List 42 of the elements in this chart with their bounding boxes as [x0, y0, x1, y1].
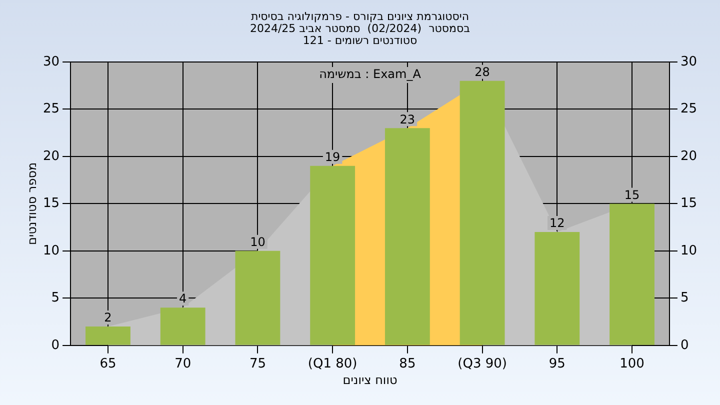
y-tick-label: 20	[42, 148, 60, 164]
x-tick-label: 65	[100, 356, 116, 372]
data-label: 23	[400, 112, 416, 126]
bar	[610, 204, 654, 345]
chart-title: היסטוגרמת ציונים בקורס - פרמקולוגיה בסיסית בסמסטר (02/2024) סמסטר אביב 2024/25 סטודנטים רשומים - 121	[250, 10, 470, 47]
y-tick-label: 10	[42, 243, 60, 258]
y2-tick-label: 20	[680, 148, 698, 164]
data-label: 4	[179, 292, 187, 306]
bar	[235, 250, 280, 345]
y2-tick-label: 15	[680, 196, 698, 212]
bar	[534, 232, 580, 345]
y2-tick-label: 5	[680, 290, 689, 306]
y-tick-label: 15	[42, 196, 60, 212]
bar	[160, 308, 206, 345]
data-label: 10	[250, 235, 266, 250]
data-label: 12	[550, 216, 565, 230]
bar	[86, 326, 130, 345]
x-tick-label: (Q1 80)	[308, 356, 358, 372]
y-tick-label: 5	[51, 290, 60, 306]
data-label: 2	[104, 310, 112, 325]
x-tick-label: 85	[399, 356, 416, 372]
y-axis-title: מספר סטודנטים	[25, 162, 40, 246]
y-tick-label: 30	[42, 54, 60, 70]
data-label: 28	[474, 65, 490, 80]
y-tick-label: 0	[51, 338, 60, 353]
x-tick-label: (Q3 90)	[458, 356, 507, 372]
x-tick-label: 70	[174, 356, 192, 372]
bar	[384, 128, 430, 345]
y2-tick-label: 0	[680, 338, 689, 353]
y2-tick-label: 25	[680, 102, 698, 117]
x-tick-label: 75	[249, 356, 266, 372]
data-label: 19	[324, 150, 340, 164]
x-axis-title: טווח ציונים	[342, 373, 398, 388]
y-tick-label: 25	[42, 102, 60, 117]
bar	[460, 80, 505, 345]
annotation: במשימה : Exam_A	[319, 67, 422, 82]
x-tick-label: 95	[548, 356, 566, 372]
y2-tick-label: 30	[680, 54, 698, 70]
data-label: 15	[624, 188, 640, 202]
x-tick-label: 100	[620, 356, 644, 372]
y2-tick-label: 10	[680, 243, 698, 258]
bar	[310, 166, 356, 345]
